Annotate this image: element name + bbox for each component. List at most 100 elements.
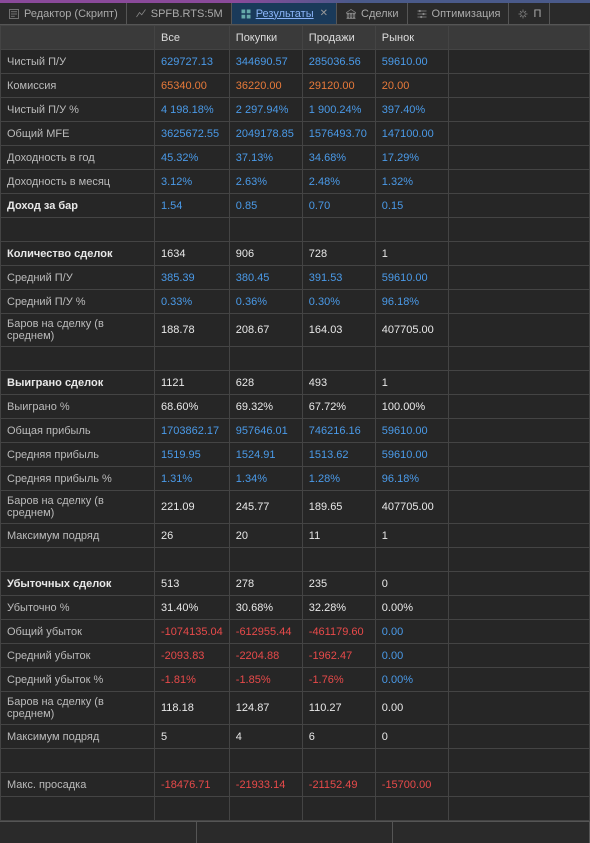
empty-cell [448, 443, 589, 467]
value-cell: -18476.71 [155, 773, 230, 797]
row-label: Выиграно % [1, 395, 155, 419]
value-cell: 6 [302, 725, 375, 749]
row-label: Средняя прибыль [1, 443, 155, 467]
value-cell: 493 [302, 371, 375, 395]
empty-cell [448, 491, 589, 524]
bottom-cell [0, 822, 197, 843]
value-cell: 906 [229, 242, 302, 266]
value-cell: 0 [375, 572, 448, 596]
empty-cell [155, 749, 230, 773]
value-cell: 208.67 [229, 314, 302, 347]
table-row: Максимум подряд5460 [1, 725, 590, 749]
table-row: Выиграно %68.60%69.32%67.72%100.00% [1, 395, 590, 419]
column-header[interactable]: Рынок [375, 26, 448, 50]
table-row: Чистый П/У629727.13344690.57285036.56596… [1, 50, 590, 74]
tab-bar: Редактор (Скрипт)SPFB.RTS:5MРезультаты✕С… [0, 3, 590, 25]
empty-cell [375, 749, 448, 773]
empty-cell [448, 218, 589, 242]
row-label: Убыточно % [1, 596, 155, 620]
value-cell: 278 [229, 572, 302, 596]
column-header[interactable]: Покупки [229, 26, 302, 50]
table-header-row: ВсеПокупкиПродажиРынок [1, 26, 590, 50]
table-row: Баров на сделку (в среднем)118.18124.871… [1, 692, 590, 725]
table-row: Баров на сделку (в среднем)188.78208.671… [1, 314, 590, 347]
value-cell: 96.18% [375, 467, 448, 491]
row-label: Выиграно сделок [1, 371, 155, 395]
empty-cell [302, 347, 375, 371]
value-cell: -612955.44 [229, 620, 302, 644]
empty-cell [302, 548, 375, 572]
value-cell: 235 [302, 572, 375, 596]
value-cell: 1.32% [375, 170, 448, 194]
table-row: Чистый П/У %4 198.18%2 297.94%1 900.24%3… [1, 98, 590, 122]
tab-редактор-скрипт-[interactable]: Редактор (Скрипт) [0, 3, 127, 24]
table-row: Доход за бар1.540.850.700.15 [1, 194, 590, 218]
row-label: Макс. просадка [1, 773, 155, 797]
tab-spfb-rts-5m[interactable]: SPFB.RTS:5M [127, 3, 232, 24]
value-cell: 513 [155, 572, 230, 596]
empty-cell [448, 773, 589, 797]
empty-cell [1, 218, 155, 242]
value-cell: 4 198.18% [155, 98, 230, 122]
value-cell: 37.13% [229, 146, 302, 170]
empty-cell [375, 548, 448, 572]
value-cell: 1121 [155, 371, 230, 395]
sliders-icon [416, 8, 428, 20]
value-cell: 0.00% [375, 668, 448, 692]
table-row [1, 797, 590, 821]
value-cell: 344690.57 [229, 50, 302, 74]
empty-cell [448, 122, 589, 146]
empty-cell [448, 725, 589, 749]
empty-cell [448, 50, 589, 74]
tab-оптимизация[interactable]: Оптимизация [408, 3, 510, 24]
empty-cell [229, 548, 302, 572]
empty-cell [448, 347, 589, 371]
close-icon[interactable]: ✕ [320, 8, 328, 19]
tab-сделки[interactable]: Сделки [337, 3, 408, 24]
empty-cell [302, 797, 375, 821]
row-label: Максимум подряд [1, 725, 155, 749]
empty-cell [229, 797, 302, 821]
row-label: Баров на сделку (в среднем) [1, 491, 155, 524]
empty-cell [229, 218, 302, 242]
row-label: Средний П/У [1, 266, 155, 290]
empty-cell [448, 572, 589, 596]
value-cell: -1074135.04 [155, 620, 230, 644]
value-cell: 0.15 [375, 194, 448, 218]
value-cell: 0.30% [302, 290, 375, 314]
empty-cell [448, 749, 589, 773]
value-cell: 1.31% [155, 467, 230, 491]
grid-icon [240, 8, 252, 20]
empty-cell [448, 692, 589, 725]
value-cell: 20.00 [375, 74, 448, 98]
value-cell: 0.33% [155, 290, 230, 314]
table-row: Средний убыток %-1.81%-1.85%-1.76%0.00% [1, 668, 590, 692]
value-cell: -15700.00 [375, 773, 448, 797]
bank-icon [345, 8, 357, 20]
value-cell: 189.65 [302, 491, 375, 524]
tab-п[interactable]: П [509, 3, 550, 24]
value-cell: 29120.00 [302, 74, 375, 98]
value-cell: 118.18 [155, 692, 230, 725]
column-header[interactable]: Все [155, 26, 230, 50]
column-header[interactable] [1, 26, 155, 50]
empty-cell [302, 749, 375, 773]
value-cell: 1 900.24% [302, 98, 375, 122]
value-cell: 0 [375, 725, 448, 749]
column-header-empty [448, 26, 589, 50]
column-header[interactable]: Продажи [302, 26, 375, 50]
row-label: Общий убыток [1, 620, 155, 644]
tab-результаты[interactable]: Результаты✕ [232, 3, 337, 24]
table-row: Макс. просадка-18476.71-21933.14-21152.4… [1, 773, 590, 797]
value-cell: 397.40% [375, 98, 448, 122]
empty-cell [1, 548, 155, 572]
table-row: Общая прибыль1703862.17957646.01746216.1… [1, 419, 590, 443]
table-row: Баров на сделку (в среднем)221.09245.771… [1, 491, 590, 524]
value-cell: -1.81% [155, 668, 230, 692]
value-cell: 0.00% [375, 596, 448, 620]
empty-cell [448, 596, 589, 620]
row-label: Количество сделок [1, 242, 155, 266]
value-cell: 164.03 [302, 314, 375, 347]
results-table: ВсеПокупкиПродажиРынок Чистый П/У629727.… [0, 25, 590, 821]
value-cell: 1524.91 [229, 443, 302, 467]
